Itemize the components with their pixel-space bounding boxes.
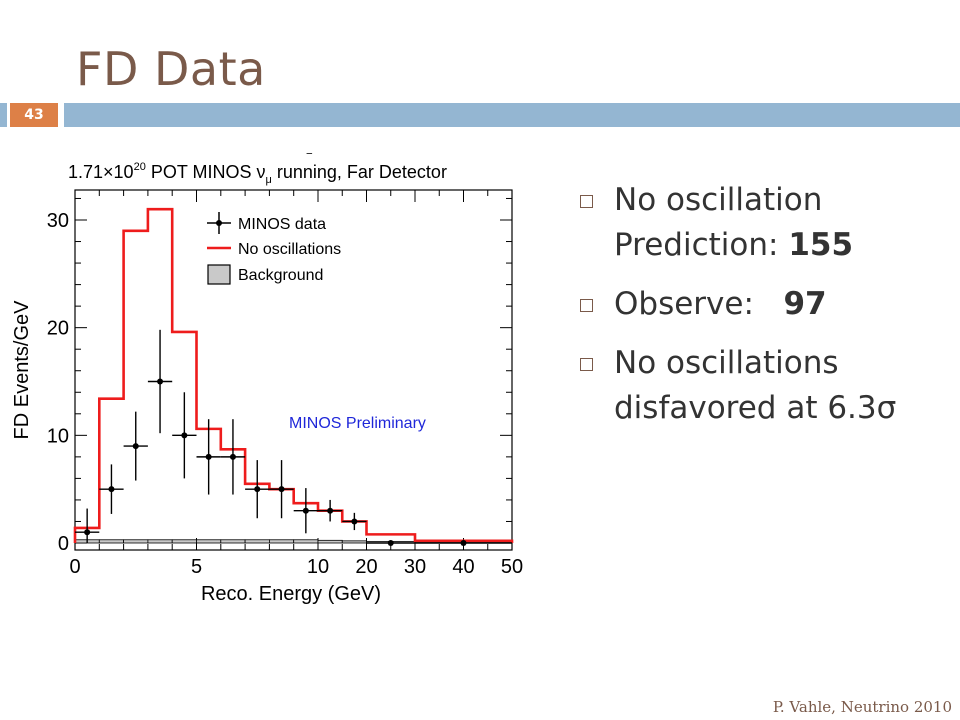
data-marker <box>205 453 212 460</box>
data-point <box>269 460 294 519</box>
legend-label-data: MINOS data <box>238 216 326 233</box>
data-marker <box>460 540 467 546</box>
data-marker <box>84 529 91 536</box>
bullet-value: 155 <box>788 227 854 263</box>
data-marker <box>132 443 139 450</box>
footer-credit: P. Vahle, Neutrino 2010 <box>772 698 952 716</box>
data-point <box>293 488 318 534</box>
square-bullet-icon <box>580 358 593 371</box>
data-marker <box>351 518 358 525</box>
slide-number: 43 <box>10 103 58 127</box>
data-marker <box>302 507 309 514</box>
data-marker <box>229 453 236 460</box>
background-bar <box>147 539 173 544</box>
data-point <box>172 392 197 479</box>
bullet-text: No oscillations disfavored at 6.3σ <box>614 345 897 426</box>
bullet-text: No oscillation Prediction: <box>614 182 823 263</box>
legend-label-prediction: No oscillations <box>238 241 341 258</box>
legend-marker-background <box>207 264 231 285</box>
background-bar <box>268 539 295 544</box>
legend: MINOS data No oscillations Background <box>207 212 341 285</box>
bullet-text: Observe: <box>614 286 784 322</box>
x-tick-label: 20 <box>355 556 377 578</box>
x-tick-label: 10 <box>307 556 329 578</box>
data-marker <box>254 486 261 493</box>
data-marker <box>108 486 115 493</box>
background-bar <box>196 539 222 544</box>
data-marker <box>278 486 285 493</box>
background-bar <box>244 539 270 544</box>
data-point <box>366 540 415 546</box>
x-tick-label: 50 <box>501 556 523 578</box>
square-bullet-icon <box>580 299 593 312</box>
data-point <box>75 508 100 543</box>
title-rule-left <box>0 103 7 127</box>
bullet-disfavored: No oscillations disfavored at 6.3σ <box>580 341 950 431</box>
title-rule <box>64 103 960 127</box>
background-bar <box>171 539 197 544</box>
x-axis-label: Reco. Energy (GeV) <box>201 583 381 605</box>
data-marker <box>157 378 164 385</box>
data-point <box>196 419 221 495</box>
y-tick-labels: 0 10 20 30 <box>47 210 69 555</box>
bullet-observe: Observe: 97 <box>580 282 950 327</box>
preliminary-annotation: MINOS Preliminary <box>289 415 426 432</box>
axis-ticks <box>74 190 513 550</box>
square-bullet-icon <box>580 195 593 208</box>
data-marker <box>181 432 188 439</box>
y-tick-label: 30 <box>47 210 69 232</box>
data-point <box>415 540 512 546</box>
background-bar <box>317 539 343 544</box>
x-tick-label: 30 <box>404 556 426 578</box>
bullet-value: 97 <box>783 286 827 322</box>
data-point <box>123 411 148 481</box>
data-point <box>220 419 246 495</box>
x-tick-labels: 0 5 10 20 30 40 50 <box>69 556 523 578</box>
legend-label-background: Background <box>238 267 323 284</box>
legend-marker-data <box>207 212 231 234</box>
x-tick-label: 40 <box>452 556 474 578</box>
nubar-overline: ‾ <box>306 151 313 167</box>
x-tick-label: 5 <box>191 556 202 578</box>
data-marker <box>327 507 334 514</box>
background-bar <box>220 539 246 544</box>
data-point <box>245 460 270 519</box>
histogram-chart: 1.71×1020 POT MINOS νμ running, Far Dete… <box>11 151 523 605</box>
data-point <box>318 499 343 522</box>
y-tick-label: 10 <box>47 425 69 447</box>
y-tick-label: 0 <box>58 533 69 555</box>
background-bar <box>98 539 125 544</box>
slide-title: FD Data <box>76 42 266 96</box>
bullet-prediction: No oscillation Prediction: 155 <box>580 178 950 268</box>
data-series <box>75 329 512 546</box>
chart-title: 1.71×1020 POT MINOS νμ running, Far Dete… <box>68 161 447 186</box>
background-bar <box>123 539 149 544</box>
data-point <box>147 329 173 434</box>
bullet-list: No oscillation Prediction: 155 Observe: … <box>580 178 950 445</box>
background-bar <box>293 539 319 544</box>
x-tick-label: 0 <box>69 556 80 578</box>
y-tick-label: 20 <box>47 318 69 340</box>
prediction-histogram-line <box>73 207 514 543</box>
chart-container: 1.71×1020 POT MINOS νμ running, Far Dete… <box>0 140 560 620</box>
data-marker <box>387 540 394 546</box>
data-point <box>342 512 367 531</box>
data-point <box>99 464 124 514</box>
y-axis-label: FD Events/GeV <box>11 300 33 440</box>
background-bar <box>341 540 367 544</box>
